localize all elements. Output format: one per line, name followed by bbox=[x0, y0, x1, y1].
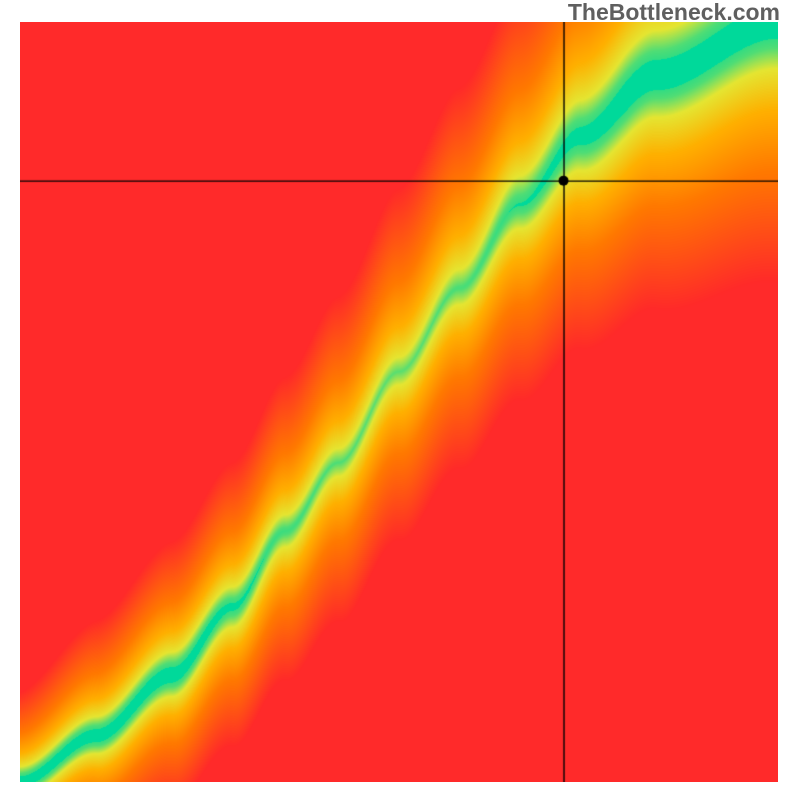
bottleneck-heatmap bbox=[20, 22, 778, 782]
watermark-text: TheBottleneck.com bbox=[568, 0, 780, 26]
chart-container: TheBottleneck.com bbox=[0, 0, 800, 800]
